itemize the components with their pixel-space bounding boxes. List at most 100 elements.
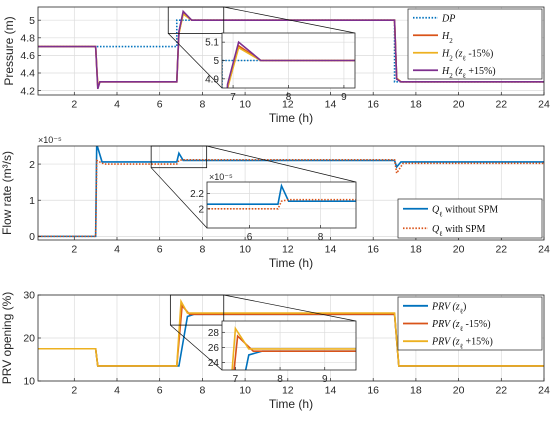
chart2-xtick-label-7: 16 (367, 385, 379, 397)
chart2-xtick-label-5: 12 (282, 385, 294, 397)
chart2-zoom-connector-left (170, 324, 223, 371)
chart2-inset-xtick-label-1: 8 (277, 374, 283, 385)
chart1-legend-box (397, 198, 543, 239)
chart1-zoom-connector-left (150, 167, 208, 229)
chart0-inset-xtick-label-0: 7 (230, 92, 236, 103)
chart2-xtick-label-3: 8 (199, 385, 205, 397)
chart0-xtick-label-9: 20 (453, 99, 465, 111)
chart2-inset: 7 8 9 24 26 28 (208, 320, 357, 385)
chart2-xtick-label-8: 18 (410, 385, 422, 397)
chart2-ytick-label-2: 30 (23, 290, 35, 302)
chart1-xtick-label-8: 18 (410, 244, 422, 256)
chart1-ylabel: Flow rate (m³/s) (0, 151, 14, 235)
chart0-inset-ytick-label-1: 5 (213, 56, 219, 67)
chart0-xtick-label-1: 4 (114, 99, 120, 111)
chart1-ytick-label-1: 1 (29, 195, 35, 207)
chart1-zoom-source-box (150, 145, 208, 169)
chart1-inset-ytick-label-0: 2 (198, 204, 204, 215)
chart1-zoom-connector-right (206, 145, 357, 183)
chart1-inset-ytick-label-1: 2.2 (190, 189, 204, 200)
chart2-inset-series-2 (231, 326, 356, 370)
chart0-axes-box (37, 6, 545, 96)
chart1-ytick-label-2: 2 (29, 159, 35, 171)
chart1-xtick-label-1: 4 (114, 244, 120, 256)
chart2-xtick-label-10: 22 (495, 385, 507, 397)
chart2-ytick-label-0: 10 (23, 376, 35, 388)
chart2-inset-axes-box (221, 320, 357, 371)
chart1-xtick-label-9: 20 (453, 244, 465, 256)
chart0-xtick-label-3: 8 (199, 99, 205, 111)
chart2-legend-label-2: PRV (zℓ +15%) (431, 337, 493, 351)
chart0-inset-xtick-label-1: 8 (286, 92, 292, 103)
chart2-inset-series-0 (244, 350, 356, 370)
chart1-legend-label-0: Qℓ without SPM (432, 204, 498, 218)
chart2-xtick-label-4: 10 (239, 385, 251, 397)
chart1-axes-box (37, 145, 545, 241)
chart1-xtick-label-4: 10 (239, 244, 251, 256)
chart2-xtick-label-9: 20 (453, 385, 465, 397)
chart0-ytick-label-4: 5 (29, 15, 35, 27)
chart1-y-exponent: ×10⁻⁵ (38, 135, 62, 145)
chart2-inset-series-1 (233, 334, 356, 370)
chart1-legend: Qℓ without SPM Qℓ with SPM (397, 198, 543, 239)
chart2-inset-xtick-label-2: 9 (322, 374, 328, 385)
chart1-inset-axes-box (206, 181, 357, 229)
chart2-inset-xtick-label-0: 7 (233, 374, 239, 385)
chart2-xlabel: Time (h) (269, 397, 313, 411)
chart1-inset-y-exponent: ×10⁻⁵ (209, 172, 233, 182)
chart1-xtick-label-11: 24 (538, 244, 550, 256)
chart0-legend-label-2: H2 (zℓ -15%) (441, 48, 493, 62)
chart2-xtick-label-1: 4 (114, 385, 120, 397)
chart0-legend-label-1: H2 (441, 31, 453, 45)
chart0-ytick-label-2: 4.6 (20, 50, 35, 62)
chart1-xtick-label-10: 22 (495, 244, 507, 256)
chart1-xlabel: Time (h) (269, 256, 313, 270)
chart0-xtick-label-4: 10 (239, 99, 251, 111)
chart0-legend-label-0: DP (441, 13, 455, 24)
chart1-inset-xtick-label-1: 8 (318, 232, 324, 243)
chart0-inset-ytick-label-2: 5.1 (205, 38, 219, 49)
chart0-inset-xtick-label-2: 9 (341, 92, 347, 103)
chart1-xtick-label-3: 8 (199, 244, 205, 256)
chart0-zoom-connector-right (223, 6, 356, 34)
chart2-legend: PRV (zℓ) PRV (zℓ -15%) PRV (zℓ +15%) (397, 296, 543, 351)
chart0-ytick-label-3: 4.8 (20, 32, 35, 44)
chart0-xlabel: Time (h) (269, 111, 313, 125)
chart2-zoom-source-box (169, 294, 225, 326)
chart0-inset-series-2 (226, 46, 355, 88)
chart0-zoom-connector-left (167, 33, 223, 89)
chart0-xtick-label-10: 22 (495, 99, 507, 111)
chart2-inset-ytick-label-0: 24 (208, 358, 220, 369)
chart2-xtick-label-0: 2 (71, 385, 77, 397)
chart1-xtick-label-5: 12 (282, 244, 294, 256)
chart0-legend: DP H2 H2 (zℓ -15%) H2 (zℓ +15%) (407, 8, 543, 80)
chart2-xtick-label-6: 14 (325, 385, 337, 397)
chart1-inset-xtick-label-0: 6 (247, 232, 253, 243)
chart1-inset: 6 8 2 2.2 ×10⁻⁵ (190, 172, 357, 243)
chart0-xtick-label-11: 24 (538, 99, 550, 111)
chart0-ylabel: Pressure (m) (2, 16, 16, 85)
chart0-ytick-label-1: 4.4 (20, 68, 35, 80)
chart1-xtick-label-6: 14 (325, 244, 337, 256)
chart0-legend-label-3: H2 (zℓ +15%) (441, 66, 496, 80)
chart0-inset: 7 8 9 4.9 5 5.1 (205, 32, 356, 103)
chart1-inset-series-1 (207, 198, 356, 210)
chart2-zoom-connector-right (223, 294, 357, 322)
chart0-series-3 (38, 9, 544, 90)
chart2-inset-ytick-label-1: 26 (208, 343, 220, 354)
chart1-inset-series-0 (207, 183, 356, 206)
chart2-legend-label-1: PRV (zℓ -15%) (431, 319, 491, 333)
chart0-xtick-label-0: 2 (71, 99, 77, 111)
chart2-xtick-label-2: 6 (157, 385, 163, 397)
chart0-xtick-label-5: 12 (282, 99, 294, 111)
chart1-legend-label-1: Qℓ with SPM (432, 224, 485, 238)
chart1-xtick-label-0: 2 (71, 244, 77, 256)
chart0-ytick-label-0: 4.2 (20, 85, 35, 97)
chart0-xtick-label-7: 16 (367, 99, 379, 111)
chart0-zoom-source-box (167, 6, 225, 34)
chart0-xtick-label-2: 6 (157, 99, 163, 111)
chart1-xtick-label-7: 16 (367, 244, 379, 256)
